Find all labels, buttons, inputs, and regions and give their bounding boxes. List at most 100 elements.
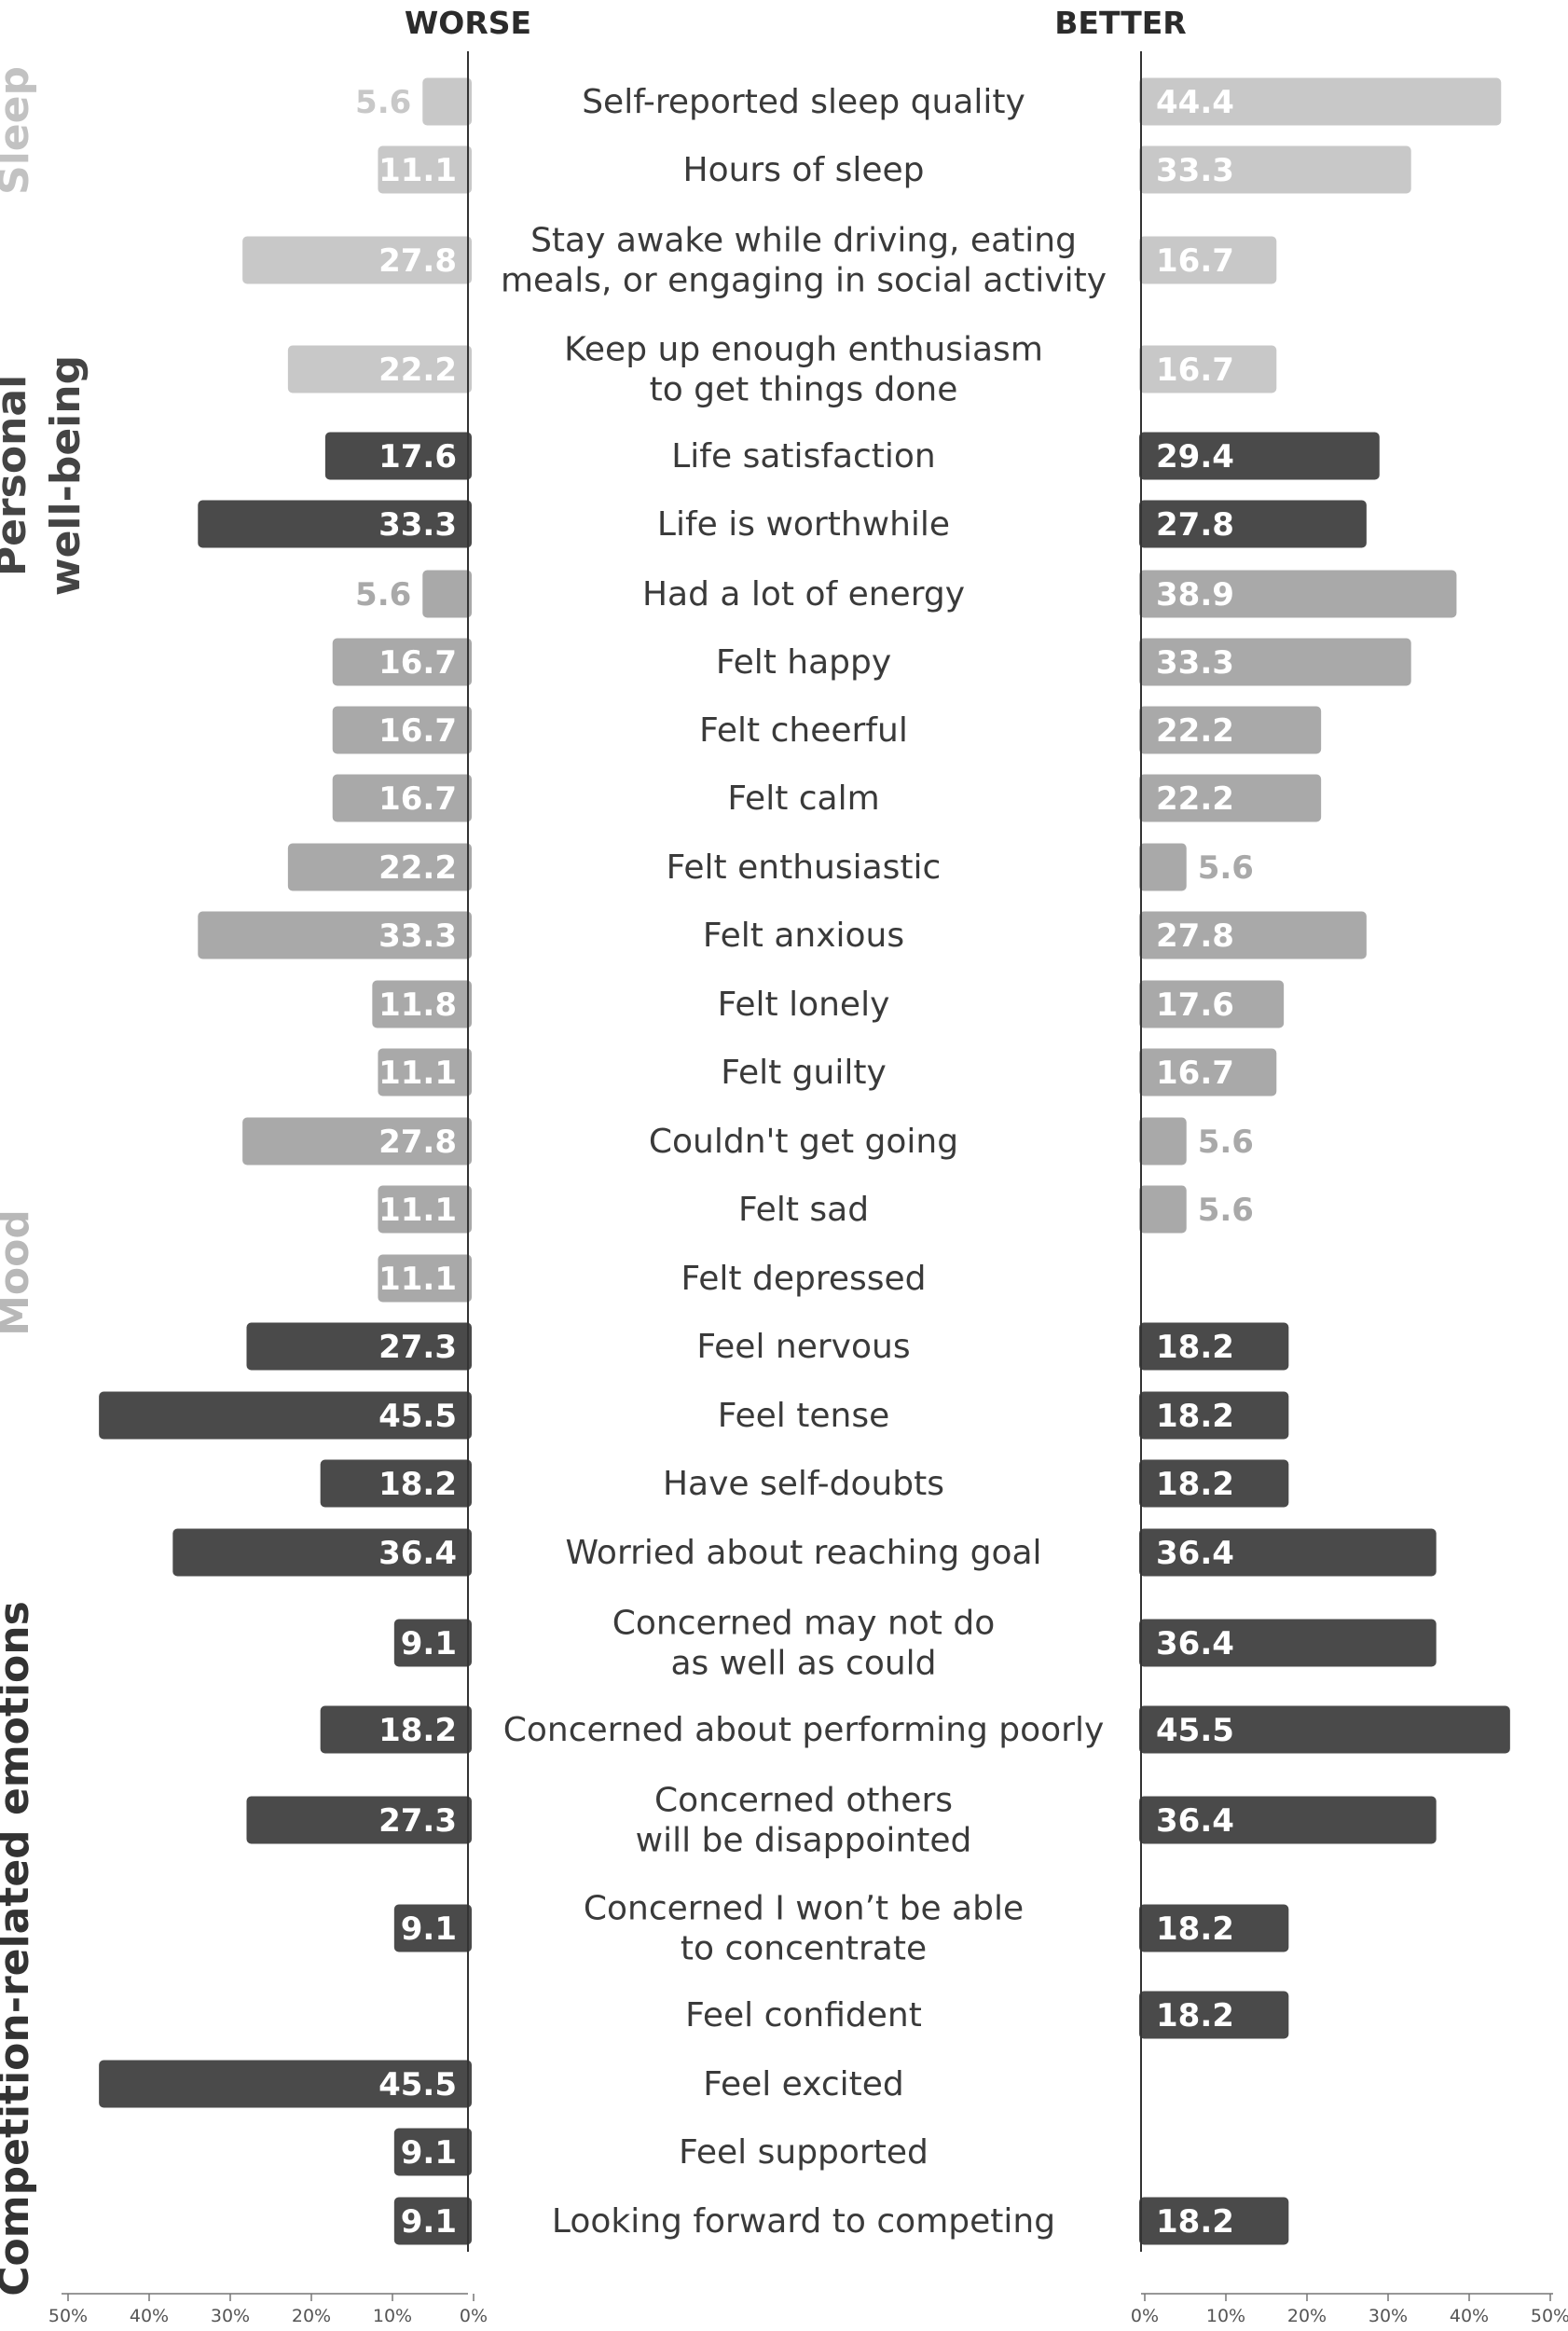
- value-label-better: 22.2: [1156, 712, 1234, 750]
- bar-worse: [172, 1528, 472, 1577]
- category-label: Concerned others: [654, 1782, 953, 1820]
- bar-worse: [393, 2197, 472, 2245]
- worse-header: WORSE: [405, 5, 531, 41]
- bar-worse: [287, 345, 472, 393]
- better-header: BETTER: [1054, 5, 1186, 41]
- bar-worse: [422, 570, 472, 618]
- bar-better: [1139, 1322, 1289, 1371]
- bar-better: [1139, 638, 1411, 686]
- x-tick-label-right: 50%: [1531, 2306, 1568, 2326]
- value-label-better: 5.6: [1198, 849, 1254, 887]
- group-label: Competition-related emotions: [0, 1601, 38, 2297]
- value-label-better: 5.6: [1198, 1124, 1254, 1161]
- value-label-better: 18.2: [1156, 2203, 1234, 2241]
- value-label-better: 18.2: [1156, 1398, 1234, 1435]
- category-label: to get things done: [650, 371, 958, 409]
- value-label-better: 33.3: [1156, 644, 1234, 682]
- bar-worse: [198, 911, 473, 959]
- bar-better: [1139, 77, 1502, 126]
- category-label: Feel tense: [718, 1397, 889, 1435]
- bar-worse: [287, 843, 472, 891]
- value-label-better: 18.2: [1156, 1466, 1234, 1503]
- value-label-worse: 11.1: [378, 1055, 457, 1092]
- bar-better: [1139, 1528, 1437, 1577]
- value-label-worse: 27.8: [378, 242, 457, 280]
- value-label-better: 16.7: [1156, 242, 1234, 280]
- bar-better: [1139, 236, 1277, 284]
- value-label-better: 27.8: [1156, 917, 1234, 955]
- bar-worse: [246, 1796, 472, 1844]
- category-label: Felt anxious: [703, 917, 904, 955]
- bar-better: [1139, 1904, 1289, 1952]
- value-label-worse: 11.1: [378, 1261, 457, 1298]
- bar-worse: [378, 1048, 472, 1097]
- bar-better: [1139, 1619, 1437, 1667]
- category-label: Felt lonely: [718, 986, 890, 1024]
- value-label-worse: 45.5: [378, 1398, 457, 1435]
- value-label-worse: 16.7: [378, 644, 457, 682]
- group-label: Mood: [0, 1209, 38, 1336]
- value-label-worse: 11.1: [378, 1192, 457, 1229]
- value-label-worse: 16.7: [378, 712, 457, 750]
- bar-better: [1139, 980, 1285, 1028]
- category-label: Felt enthusiastic: [667, 848, 942, 887]
- value-label-worse: 33.3: [378, 917, 457, 955]
- category-label: Stay awake while driving, eating: [530, 222, 1077, 260]
- category-label: Felt guilty: [721, 1054, 887, 1092]
- bar-worse: [422, 77, 472, 126]
- category-label: Feel nervous: [696, 1328, 910, 1366]
- category-label: meals, or engaging in social activity: [501, 262, 1107, 300]
- value-label-better: 5.6: [1198, 1192, 1254, 1229]
- x-tick-label-right: 40%: [1450, 2306, 1489, 2326]
- x-tick-label-right: 0%: [1131, 2306, 1159, 2326]
- category-label: Looking forward to competing: [552, 2202, 1055, 2241]
- group-label: well-being: [42, 355, 89, 596]
- category-label: Concerned may not do: [612, 1605, 996, 1643]
- bar-better: [1139, 1048, 1277, 1097]
- value-label-better: 29.4: [1156, 438, 1234, 476]
- category-label: Felt happy: [716, 643, 891, 682]
- bar-worse: [324, 432, 472, 480]
- value-label-worse: 9.1: [401, 1625, 457, 1662]
- category-label: Keep up enough enthusiasm: [564, 331, 1043, 369]
- value-label-better: 17.6: [1156, 986, 1234, 1024]
- value-label-better: 27.8: [1156, 506, 1234, 544]
- category-label: Life is worthwhile: [657, 505, 950, 544]
- category-label: Feel confident: [685, 1996, 922, 2034]
- value-label-better: 18.2: [1156, 1997, 1234, 2034]
- bar-worse: [242, 236, 472, 284]
- bar-worse: [99, 2060, 473, 2108]
- category-label: Felt depressed: [681, 1260, 927, 1298]
- x-tick-label-left: 50%: [48, 2306, 88, 2326]
- bars-layer: 5.6 44.4 11.1 33.3 27.8 16.7 22.2 16.7 17.6 29.4 3…: [99, 77, 1510, 2245]
- value-label-better: 16.7: [1156, 352, 1234, 389]
- value-label-worse: 22.2: [378, 352, 457, 389]
- group-label: Sleep: [0, 66, 38, 195]
- bar-better: [1139, 500, 1367, 548]
- category-label: Life satisfaction: [671, 437, 936, 476]
- bar-better: [1139, 1117, 1187, 1166]
- value-label-worse: 36.4: [378, 1535, 457, 1572]
- value-label-worse: 9.1: [401, 2134, 457, 2172]
- category-label: Self-reported sleep quality: [582, 83, 1025, 121]
- bar-worse: [378, 1185, 472, 1234]
- value-label-better: 36.4: [1156, 1535, 1234, 1572]
- category-label: Feel excited: [703, 2065, 904, 2103]
- bar-better: [1139, 432, 1380, 480]
- bar-better: [1139, 1705, 1510, 1754]
- bar-worse: [393, 1619, 472, 1667]
- value-label-better: 44.4: [1156, 84, 1234, 121]
- value-label-better: 16.7: [1156, 1055, 1234, 1092]
- bar-worse: [372, 980, 472, 1028]
- bar-better: [1139, 145, 1411, 194]
- group-labels: Sleep Personal well-being Mood Competition-r…: [0, 66, 89, 2297]
- x-tick-label-left: 20%: [292, 2306, 331, 2326]
- category-label: Worried about reaching goal: [565, 1534, 1041, 1572]
- bar-better: [1139, 774, 1322, 822]
- bar-better: [1139, 1459, 1289, 1508]
- value-label-worse: 27.3: [378, 1329, 457, 1366]
- category-label: Concerned I won’t be able: [584, 1890, 1024, 1928]
- bar-better: [1139, 1185, 1187, 1234]
- bar-worse: [393, 1904, 472, 1952]
